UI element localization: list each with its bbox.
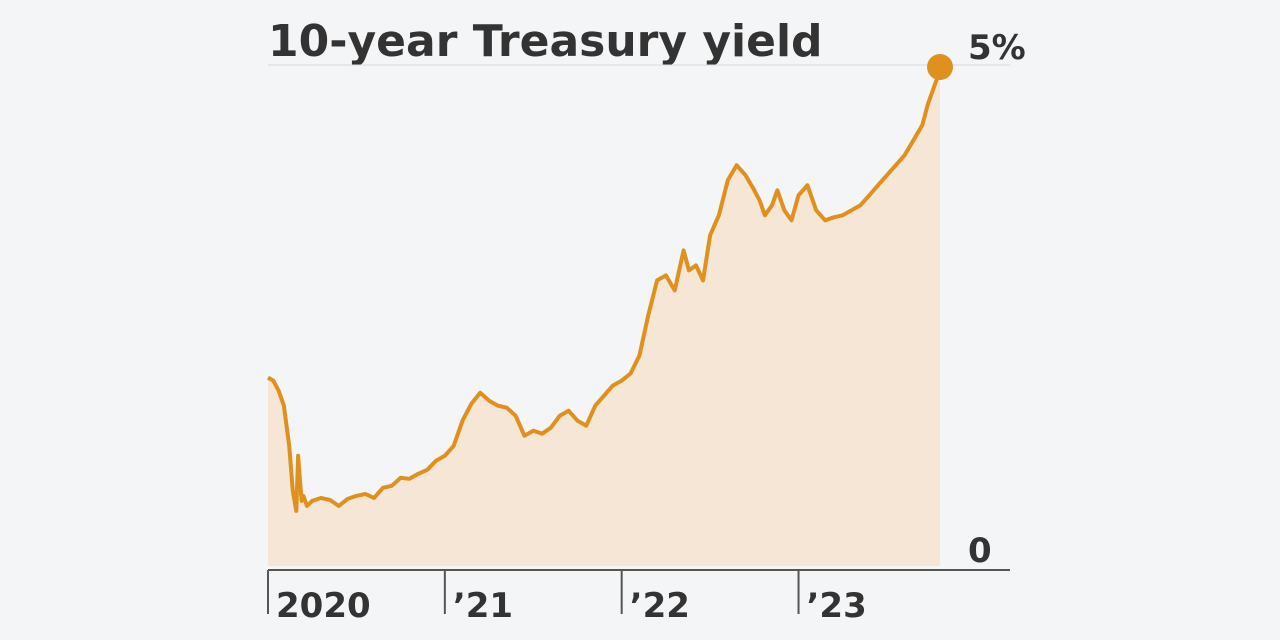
x-tick-label: 2020 [276,586,371,626]
y-axis-ticks: 0 5% [968,28,1026,571]
y-tick-label: 5% [968,28,1026,68]
x-axis-ticks: 2020 ’21 ’22 ’23 [267,570,867,626]
y-tick-label: 0 [968,531,992,571]
latest-value-dot [927,54,953,81]
x-tick-label: ’22 [630,586,690,626]
chart-title: 10-year Treasury yield [268,16,823,67]
yield-area-fill [268,67,940,566]
x-tick-label: ’21 [453,586,513,626]
yield-line [267,66,942,513]
x-tick-label: ’23 [807,586,867,626]
